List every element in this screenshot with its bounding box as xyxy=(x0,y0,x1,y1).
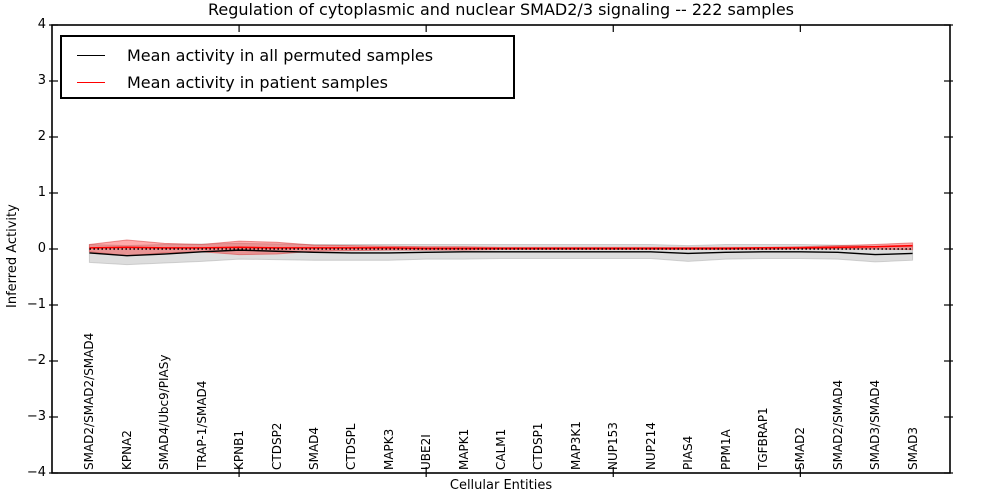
x-tick-label: NUP214 xyxy=(643,422,658,470)
x-tick-label: CTDSPL xyxy=(344,423,359,471)
x-tick-label: CTDSP2 xyxy=(269,422,284,470)
x-tick-label: TGFBRAP1 xyxy=(755,407,770,470)
x-tick-label: PPM1A xyxy=(718,429,733,470)
legend-label-permuted: Mean activity in all permuted samples xyxy=(127,46,434,65)
chart-title: Regulation of cytoplasmic and nuclear SM… xyxy=(207,0,795,19)
y-tick-label: −3 xyxy=(26,409,46,424)
y-tick-label: −2 xyxy=(26,353,46,368)
y-tick-label: 2 xyxy=(37,129,46,144)
patient-line-swatch xyxy=(77,82,105,83)
permuted-line-swatch xyxy=(77,55,105,56)
x-tick-label: KPNA2 xyxy=(119,430,134,470)
x-tick-label: SMAD2/SMAD4 xyxy=(830,379,845,470)
x-tick-label: SMAD2 xyxy=(793,426,808,470)
y-tick-label: 3 xyxy=(37,73,46,88)
y-tick-label: 0 xyxy=(37,241,46,256)
legend-entry-patient: Mean activity in patient samples xyxy=(62,69,513,96)
x-tick-label: NUP153 xyxy=(606,422,621,470)
x-tick-label: SMAD3 xyxy=(905,426,920,470)
y-tick-label: 4 xyxy=(37,17,46,32)
x-tick-label: UBE2I xyxy=(419,434,434,470)
x-tick-label: PIAS4 xyxy=(681,435,696,470)
patient-mean-line xyxy=(89,244,913,250)
x-tick-label: MAPK3 xyxy=(381,428,396,470)
legend-entry-permuted: Mean activity in all permuted samples xyxy=(62,42,513,69)
y-tick-label: 1 xyxy=(37,185,46,200)
x-tick-label: SMAD4 xyxy=(306,426,321,470)
x-axis-label: Cellular Entities xyxy=(449,478,553,493)
x-tick-label: KPNB1 xyxy=(232,430,247,470)
x-tick-label: SMAD3/SMAD4 xyxy=(868,379,883,470)
x-tick-label: MAPK1 xyxy=(456,428,471,470)
x-tick-label: MAP3K1 xyxy=(568,421,583,470)
legend: Mean activity in all permuted samples Me… xyxy=(60,35,515,99)
x-tick-label: CTDSP1 xyxy=(531,422,546,470)
x-tick-label: SMAD2/SMAD2/SMAD4 xyxy=(82,332,97,470)
permuted-mean-line xyxy=(89,249,913,257)
x-tick-label: TRAP-1/SMAD4 xyxy=(194,380,209,470)
x-tick-label: SMAD4/Ubc9/PIASy xyxy=(157,354,172,470)
x-tick-label: CALM1 xyxy=(494,428,508,470)
y-tick-label: −4 xyxy=(26,465,46,480)
y-tick-label: −1 xyxy=(26,297,46,312)
legend-label-patient: Mean activity in patient samples xyxy=(127,73,388,92)
